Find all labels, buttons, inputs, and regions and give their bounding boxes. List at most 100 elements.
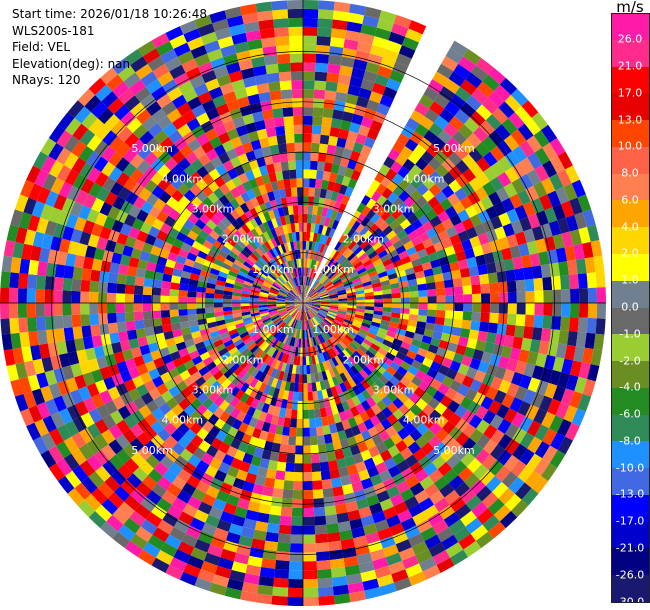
gate-cell xyxy=(311,327,316,337)
gate-cell xyxy=(172,476,187,490)
gate-cell xyxy=(145,137,160,152)
gate-cell xyxy=(436,303,446,311)
gate-cell xyxy=(273,268,281,277)
gate-cell xyxy=(48,160,64,178)
gate-cell xyxy=(202,371,213,382)
gate-cell xyxy=(303,587,319,598)
gate-cell xyxy=(209,10,227,24)
gate-cell xyxy=(123,72,141,89)
gate-cell xyxy=(233,552,250,565)
gate-cell xyxy=(525,290,535,303)
gate-cell xyxy=(595,318,606,335)
gate-cell xyxy=(128,256,140,268)
gate-cell xyxy=(230,457,243,470)
gate-cell xyxy=(84,95,102,113)
gate-cell xyxy=(578,226,591,244)
gate-cell xyxy=(223,314,234,320)
gate-cell xyxy=(364,6,382,19)
gate-cell xyxy=(298,303,303,312)
gate-cell xyxy=(347,269,358,277)
gate-cell xyxy=(169,557,188,572)
gate-cell xyxy=(492,481,509,499)
gate-cell xyxy=(445,303,455,311)
gate-cell xyxy=(260,100,273,112)
gate-cell xyxy=(323,280,332,288)
gate-cell xyxy=(10,332,22,350)
gate-cell xyxy=(328,172,338,183)
gate-cell xyxy=(395,539,412,553)
gate-cell xyxy=(427,251,439,262)
gate-cell xyxy=(319,308,329,313)
gate-cell xyxy=(205,292,215,299)
gate-cell xyxy=(269,312,279,318)
gate-cell xyxy=(558,330,569,345)
gate-cell xyxy=(474,186,489,201)
gate-cell xyxy=(400,517,417,531)
gate-cell xyxy=(330,386,339,397)
gate-cell xyxy=(304,285,307,295)
gate-cell xyxy=(298,311,302,321)
gate-cell xyxy=(391,208,403,220)
gate-cell xyxy=(193,447,206,460)
gate-cell xyxy=(335,91,348,103)
gate-cell xyxy=(9,272,20,289)
gate-cell xyxy=(107,282,117,294)
gate-cell xyxy=(268,514,281,525)
gate-cell xyxy=(181,58,198,73)
gate-cell xyxy=(382,293,392,299)
gate-cell xyxy=(359,411,370,423)
gate-cell xyxy=(18,317,29,333)
gate-cell xyxy=(294,299,303,303)
gate-cell xyxy=(292,106,303,117)
gate-cell xyxy=(296,187,303,197)
gate-cell xyxy=(341,276,351,283)
gate-cell xyxy=(242,141,254,154)
gate-cell xyxy=(418,363,431,375)
gate-cell xyxy=(349,255,359,264)
gate-cell xyxy=(533,277,544,291)
gate-cell xyxy=(153,129,169,145)
gate-cell xyxy=(223,119,236,133)
gate-cell xyxy=(248,436,259,448)
gate-cell xyxy=(218,271,229,279)
gate-cell xyxy=(250,332,260,340)
gate-cell xyxy=(161,316,171,326)
gate-cell xyxy=(317,586,334,597)
gate-cell xyxy=(135,328,147,339)
gate-cell xyxy=(104,191,118,206)
gate-cell xyxy=(183,236,195,247)
gate-cell xyxy=(231,375,242,387)
gate-cell xyxy=(329,299,339,302)
gate-cell xyxy=(318,274,326,283)
gate-cell xyxy=(453,526,471,543)
gate-cell xyxy=(524,470,541,489)
gate-cell xyxy=(487,498,505,515)
gate-cell xyxy=(578,303,589,318)
gate-cell xyxy=(313,326,320,336)
gate-cell xyxy=(299,240,303,250)
gate-cell xyxy=(586,317,597,334)
gate-cell xyxy=(314,345,320,355)
gate-cell xyxy=(243,21,260,33)
gate-cell xyxy=(140,93,157,110)
gate-cell xyxy=(352,280,363,287)
gate-cell xyxy=(226,274,237,281)
gate-cell xyxy=(454,294,464,303)
gate-cell xyxy=(298,258,302,268)
gate-cell xyxy=(160,542,178,558)
gate-cell xyxy=(346,573,363,585)
gate-cell xyxy=(225,321,236,328)
gate-cell xyxy=(372,355,383,365)
gate-cell xyxy=(303,303,308,311)
gate-cell xyxy=(289,291,297,298)
gate-cell xyxy=(346,312,356,317)
gate-cell xyxy=(253,148,264,159)
gate-cell xyxy=(385,168,398,181)
gate-cell xyxy=(223,310,233,316)
gate-cell xyxy=(212,18,230,32)
gate-cell xyxy=(151,86,168,102)
gate-cell xyxy=(449,379,462,393)
gate-cell xyxy=(531,327,543,341)
gate-cell xyxy=(82,256,94,270)
gate-cell xyxy=(452,242,465,254)
